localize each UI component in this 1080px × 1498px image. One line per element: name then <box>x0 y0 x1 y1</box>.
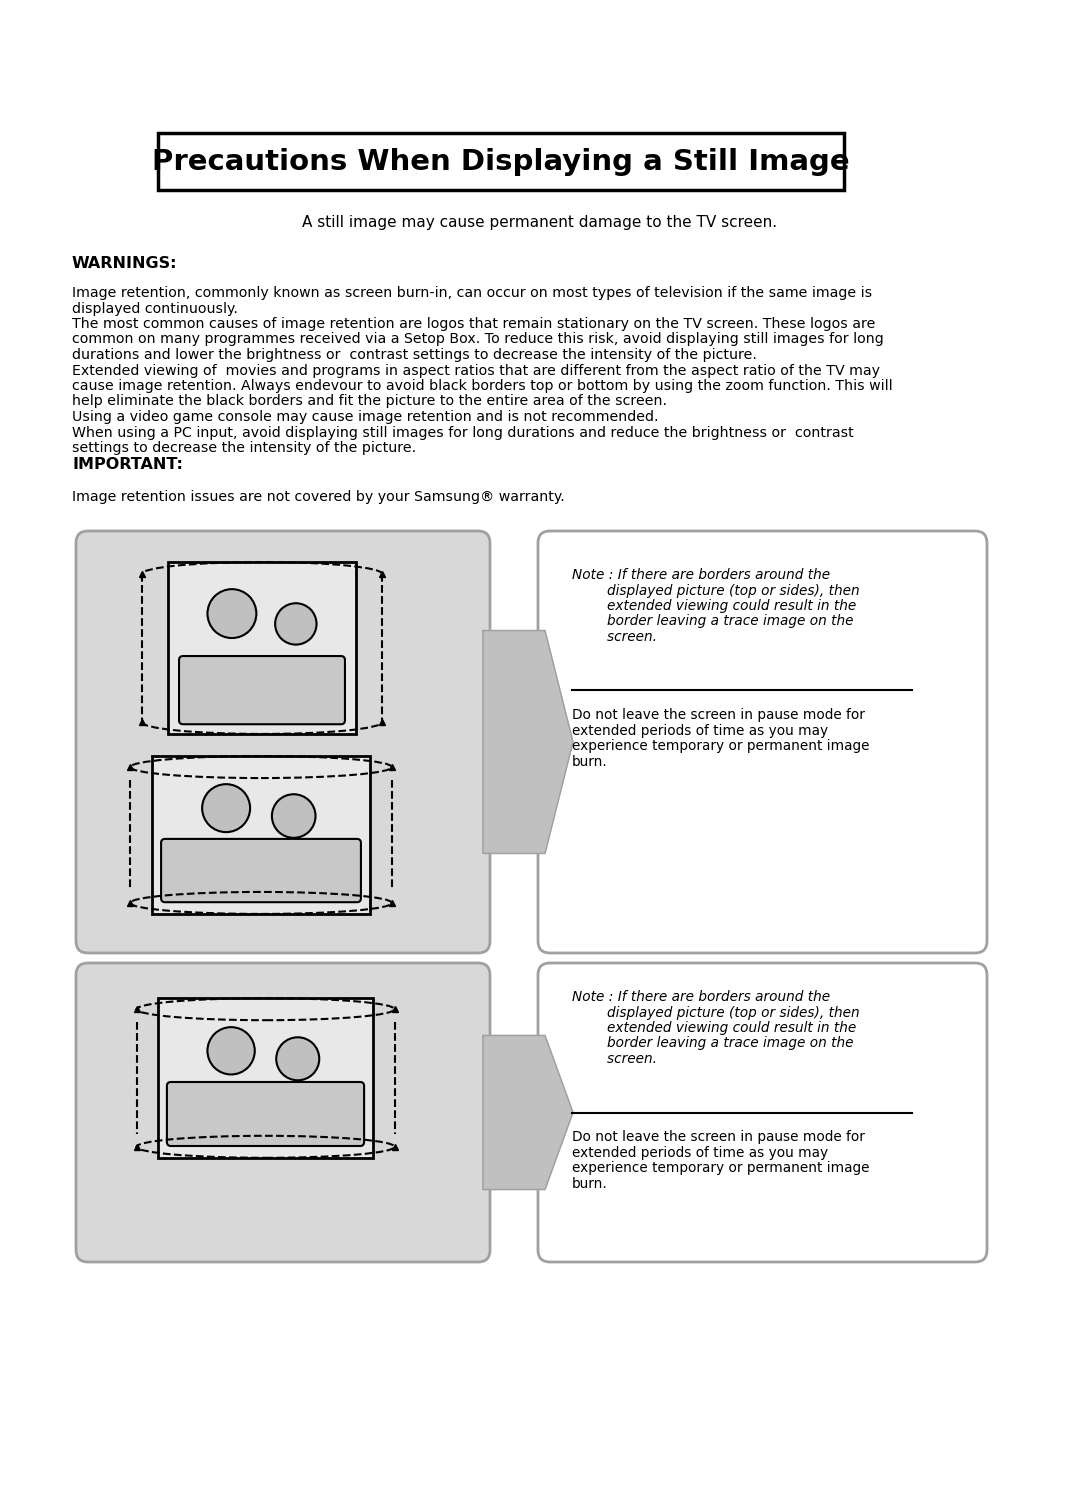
Text: help eliminate the black borders and fit the picture to the entire area of the s: help eliminate the black borders and fit… <box>72 394 667 409</box>
Text: border leaving a trace image on the: border leaving a trace image on the <box>572 614 853 629</box>
Text: displayed picture (top or sides), then: displayed picture (top or sides), then <box>572 584 860 598</box>
FancyBboxPatch shape <box>179 656 345 724</box>
Text: Extended viewing of  movies and programs in aspect ratios that are different fro: Extended viewing of movies and programs … <box>72 364 880 377</box>
Text: burn.: burn. <box>572 1176 608 1191</box>
Circle shape <box>207 589 256 638</box>
Circle shape <box>276 1037 320 1080</box>
FancyBboxPatch shape <box>76 963 490 1261</box>
Circle shape <box>207 1028 255 1074</box>
Bar <box>158 998 373 1158</box>
Text: Image retention issues are not covered by your Samsung® warranty.: Image retention issues are not covered b… <box>72 490 565 503</box>
Circle shape <box>275 604 316 644</box>
FancyBboxPatch shape <box>76 530 490 953</box>
Text: extended periods of time as you may: extended periods of time as you may <box>572 724 828 737</box>
Text: When using a PC input, avoid displaying still images for long durations and redu: When using a PC input, avoid displaying … <box>72 425 854 439</box>
Text: screen.: screen. <box>572 1052 657 1067</box>
Text: displayed continuously.: displayed continuously. <box>72 301 238 316</box>
Text: extended periods of time as you may: extended periods of time as you may <box>572 1146 828 1159</box>
FancyBboxPatch shape <box>538 963 987 1261</box>
Text: Precautions When Displaying a Still Image: Precautions When Displaying a Still Imag… <box>152 147 850 175</box>
Text: settings to decrease the intensity of the picture.: settings to decrease the intensity of th… <box>72 440 416 455</box>
Text: extended viewing could result in the: extended viewing could result in the <box>572 599 856 613</box>
Text: The most common causes of image retention are logos that remain stationary on th: The most common causes of image retentio… <box>72 318 876 331</box>
Text: extended viewing could result in the: extended viewing could result in the <box>572 1022 856 1035</box>
Text: Image retention, commonly known as screen burn-in, can occur on most types of te: Image retention, commonly known as scree… <box>72 286 873 300</box>
Bar <box>158 133 843 190</box>
Text: cause image retention. Always endevour to avoid black borders top or bottom by u: cause image retention. Always endevour t… <box>72 379 893 392</box>
Bar <box>168 562 356 734</box>
Text: IMPORTANT:: IMPORTANT: <box>72 457 183 472</box>
Text: displayed picture (top or sides), then: displayed picture (top or sides), then <box>572 1005 860 1020</box>
Text: A still image may cause permanent damage to the TV screen.: A still image may cause permanent damage… <box>302 216 778 231</box>
Text: Do not leave the screen in pause mode for: Do not leave the screen in pause mode fo… <box>572 709 865 722</box>
Text: Using a video game console may cause image retention and is not recommended.: Using a video game console may cause ima… <box>72 410 659 424</box>
Text: screen.: screen. <box>572 631 657 644</box>
Text: border leaving a trace image on the: border leaving a trace image on the <box>572 1037 853 1050</box>
Text: common on many programmes received via a Setop Box. To reduce this risk, avoid d: common on many programmes received via a… <box>72 333 883 346</box>
Text: durations and lower the brightness or  contrast settings to decrease the intensi: durations and lower the brightness or co… <box>72 348 757 363</box>
Text: Note : If there are borders around the: Note : If there are borders around the <box>572 568 831 583</box>
Text: burn.: burn. <box>572 755 608 768</box>
Text: WARNINGS:: WARNINGS: <box>72 256 177 271</box>
FancyBboxPatch shape <box>538 530 987 953</box>
Polygon shape <box>483 631 573 854</box>
FancyBboxPatch shape <box>167 1082 364 1146</box>
FancyBboxPatch shape <box>161 839 361 902</box>
Text: Do not leave the screen in pause mode for: Do not leave the screen in pause mode fo… <box>572 1129 865 1144</box>
Text: experience temporary or permanent image: experience temporary or permanent image <box>572 739 869 753</box>
Circle shape <box>272 794 315 837</box>
Text: experience temporary or permanent image: experience temporary or permanent image <box>572 1161 869 1174</box>
Text: Note : If there are borders around the: Note : If there are borders around the <box>572 990 831 1004</box>
Circle shape <box>202 783 251 831</box>
Bar <box>152 756 370 914</box>
Polygon shape <box>483 1035 573 1189</box>
